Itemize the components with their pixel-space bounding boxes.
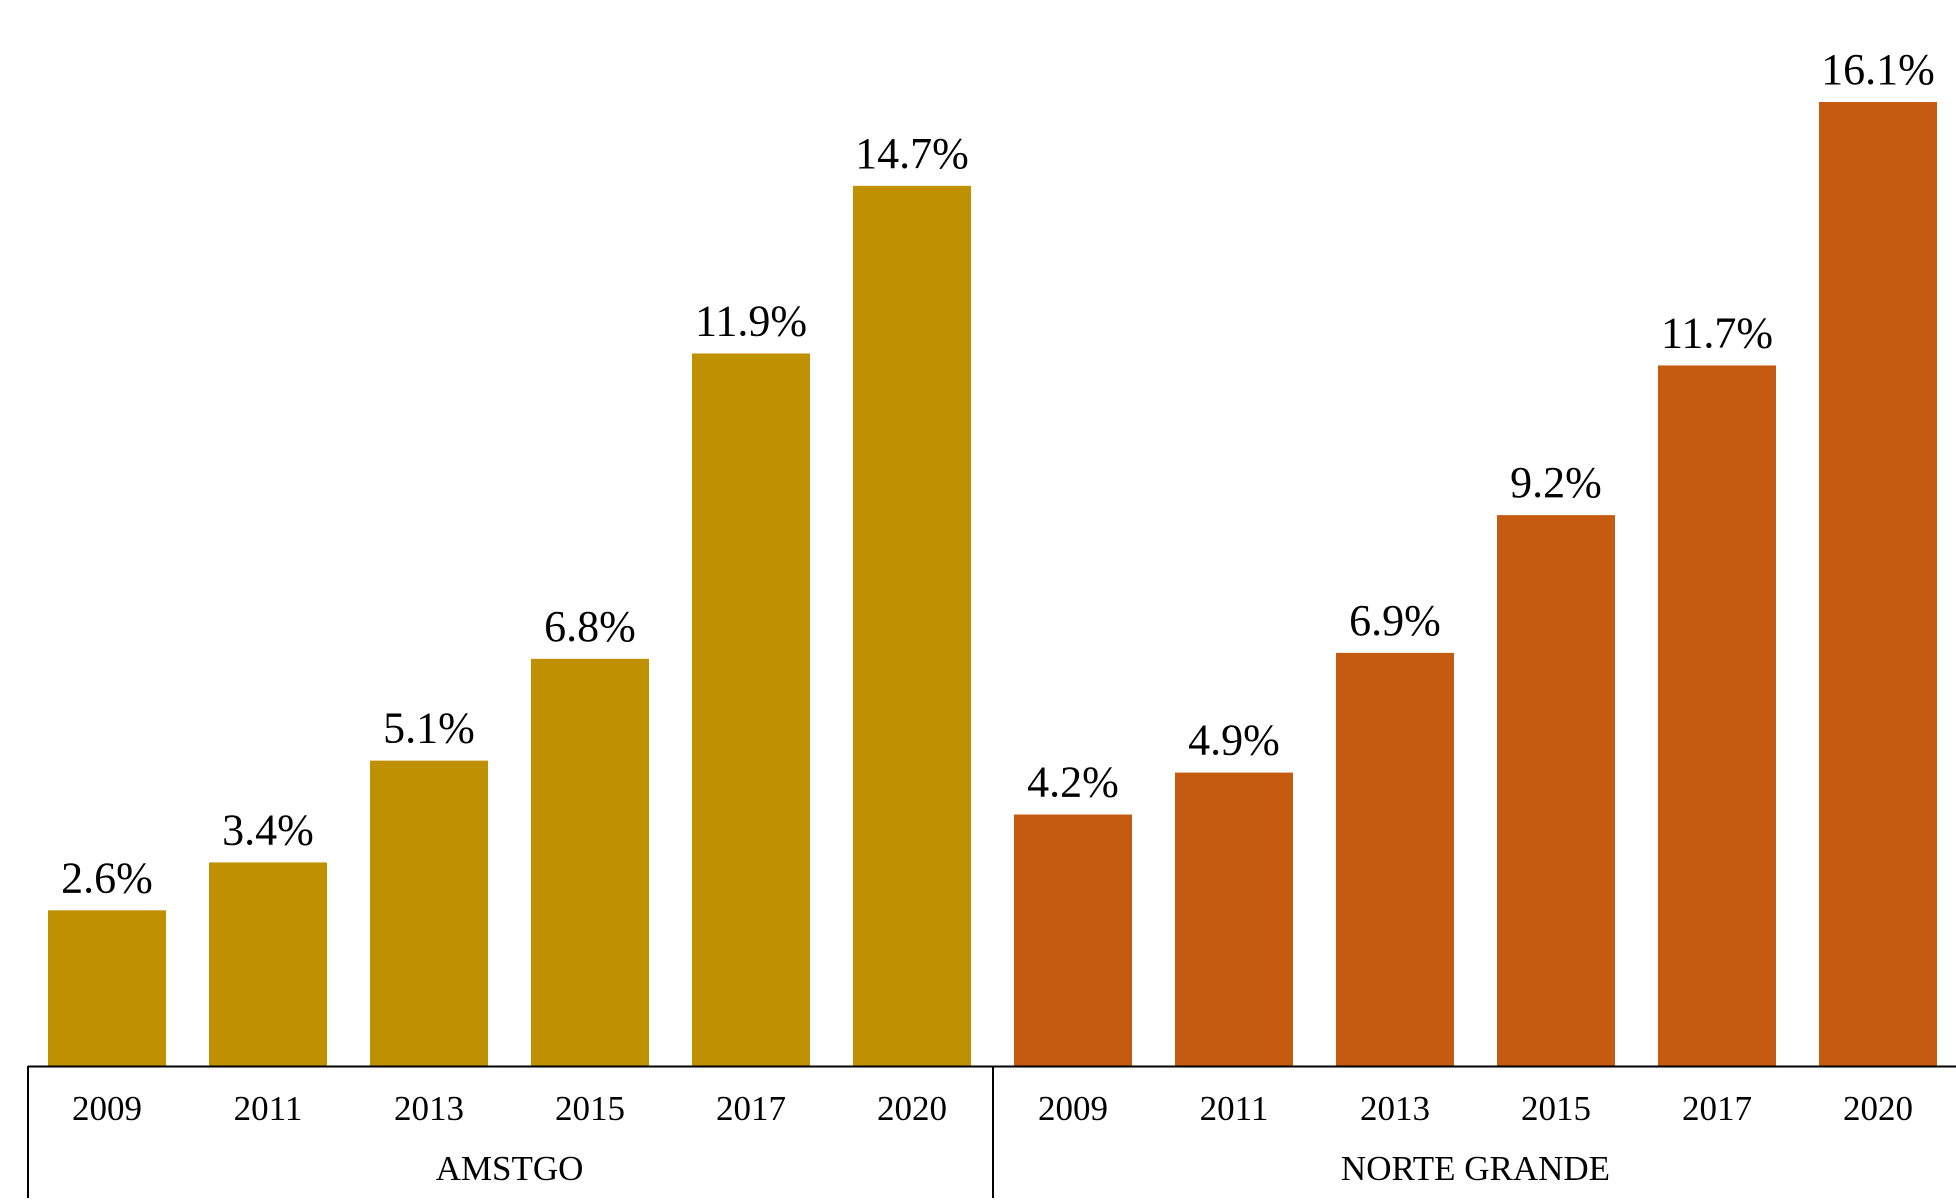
tick-label-0-5: 2020	[877, 1089, 947, 1128]
bar-1-0	[1014, 814, 1132, 1066]
bar-0-5	[853, 185, 971, 1067]
tick-label-1-1: 2011	[1200, 1089, 1269, 1128]
tick-label-1-5: 2020	[1843, 1089, 1913, 1128]
data-label-1-1: 4.9%	[1188, 716, 1280, 765]
bar-1-3	[1497, 515, 1615, 1066]
bar-1-4	[1658, 365, 1776, 1066]
group-label-1: NORTE GRANDE	[1341, 1149, 1610, 1188]
tick-label-1-2: 2013	[1360, 1089, 1430, 1128]
bar-1-2	[1336, 652, 1454, 1066]
tick-label-1-3: 2015	[1521, 1089, 1591, 1128]
tick-label-1-0: 2009	[1038, 1089, 1108, 1128]
bar-1-5	[1819, 102, 1937, 1066]
tick-label-0-3: 2015	[555, 1089, 625, 1128]
tick-label-0-0: 2009	[72, 1089, 142, 1128]
data-label-1-2: 6.9%	[1349, 596, 1441, 645]
bar-0-4	[692, 353, 810, 1066]
tick-label-1-4: 2017	[1682, 1089, 1752, 1128]
data-label-0-1: 3.4%	[222, 805, 314, 854]
tick-label-0-2: 2013	[394, 1089, 464, 1128]
data-label-0-0: 2.6%	[61, 853, 153, 902]
data-label-0-3: 6.8%	[544, 602, 636, 651]
tick-label-0-4: 2017	[716, 1089, 786, 1128]
data-label-1-0: 4.2%	[1027, 758, 1119, 807]
data-label-1-3: 9.2%	[1510, 458, 1602, 507]
data-label-1-4: 11.7%	[1661, 308, 1773, 357]
data-label-0-2: 5.1%	[383, 704, 475, 753]
data-label-0-5: 14.7%	[855, 129, 969, 178]
bar-0-2	[370, 760, 488, 1066]
data-label-0-4: 11.9%	[695, 296, 807, 345]
group-label-0: AMSTGO	[436, 1149, 584, 1188]
tick-label-0-1: 2011	[234, 1089, 303, 1128]
data-label-1-5: 16.1%	[1821, 45, 1935, 94]
bar-0-3	[531, 658, 649, 1066]
bar-0-0	[48, 910, 166, 1066]
bar-1-1	[1175, 772, 1293, 1066]
bar-0-1	[209, 862, 327, 1066]
